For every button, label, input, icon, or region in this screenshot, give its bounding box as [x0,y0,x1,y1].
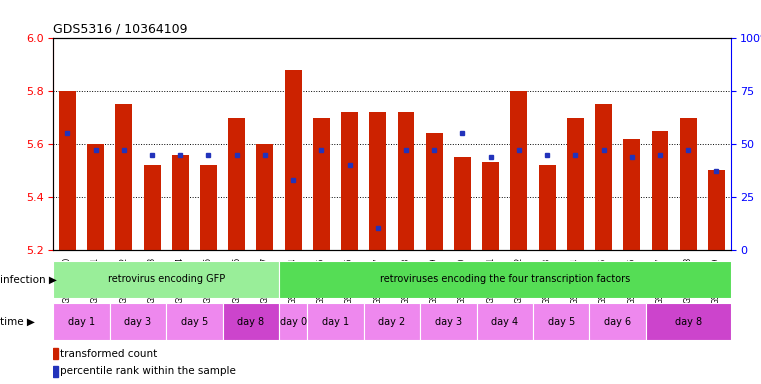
Text: day 1: day 1 [322,316,349,327]
Text: day 3: day 3 [435,316,462,327]
Text: day 3: day 3 [124,316,151,327]
Bar [279,261,731,298]
Bar [476,303,533,340]
Text: day 5: day 5 [181,316,208,327]
Bar [285,70,301,250]
Bar [307,303,364,340]
Bar [364,303,420,340]
Text: GDS5316 / 10364109: GDS5316 / 10364109 [53,23,188,36]
Bar [222,303,279,340]
Bar [539,165,556,250]
Bar [279,303,307,340]
Text: day 8: day 8 [237,316,264,327]
Bar [595,104,612,250]
Bar [116,104,132,250]
Bar [511,91,527,250]
Bar [228,118,245,250]
Bar [623,139,640,250]
Bar [172,155,189,250]
Text: time ▶: time ▶ [0,316,35,327]
Bar [256,144,273,250]
Bar [680,118,697,250]
Bar [313,118,330,250]
Bar [397,113,415,250]
Bar [166,303,222,340]
Bar [110,303,166,340]
Bar [53,348,59,359]
Bar [53,366,59,377]
Bar [533,303,590,340]
Text: infection ▶: infection ▶ [0,274,57,285]
Text: day 6: day 6 [604,316,631,327]
Text: day 1: day 1 [68,316,95,327]
Bar [144,165,161,250]
Bar [646,303,731,340]
Text: day 0: day 0 [279,316,307,327]
Bar [651,131,668,250]
Text: day 2: day 2 [378,316,406,327]
Text: transformed count: transformed count [60,349,158,359]
Bar [53,261,279,298]
Bar [454,157,471,250]
Bar [369,113,387,250]
Text: day 8: day 8 [675,316,702,327]
Bar [426,134,443,250]
Bar [420,303,476,340]
Bar [708,170,725,250]
Text: day 5: day 5 [548,316,575,327]
Bar [341,113,358,250]
Bar [590,303,646,340]
Bar [567,118,584,250]
Bar [59,91,76,250]
Text: retrovirus encoding GFP: retrovirus encoding GFP [107,274,224,285]
Bar [53,303,110,340]
Text: day 4: day 4 [492,316,518,327]
Bar [482,162,499,250]
Text: retroviruses encoding the four transcription factors: retroviruses encoding the four transcrip… [380,274,630,285]
Bar [87,144,104,250]
Bar [200,165,217,250]
Text: percentile rank within the sample: percentile rank within the sample [60,366,236,376]
